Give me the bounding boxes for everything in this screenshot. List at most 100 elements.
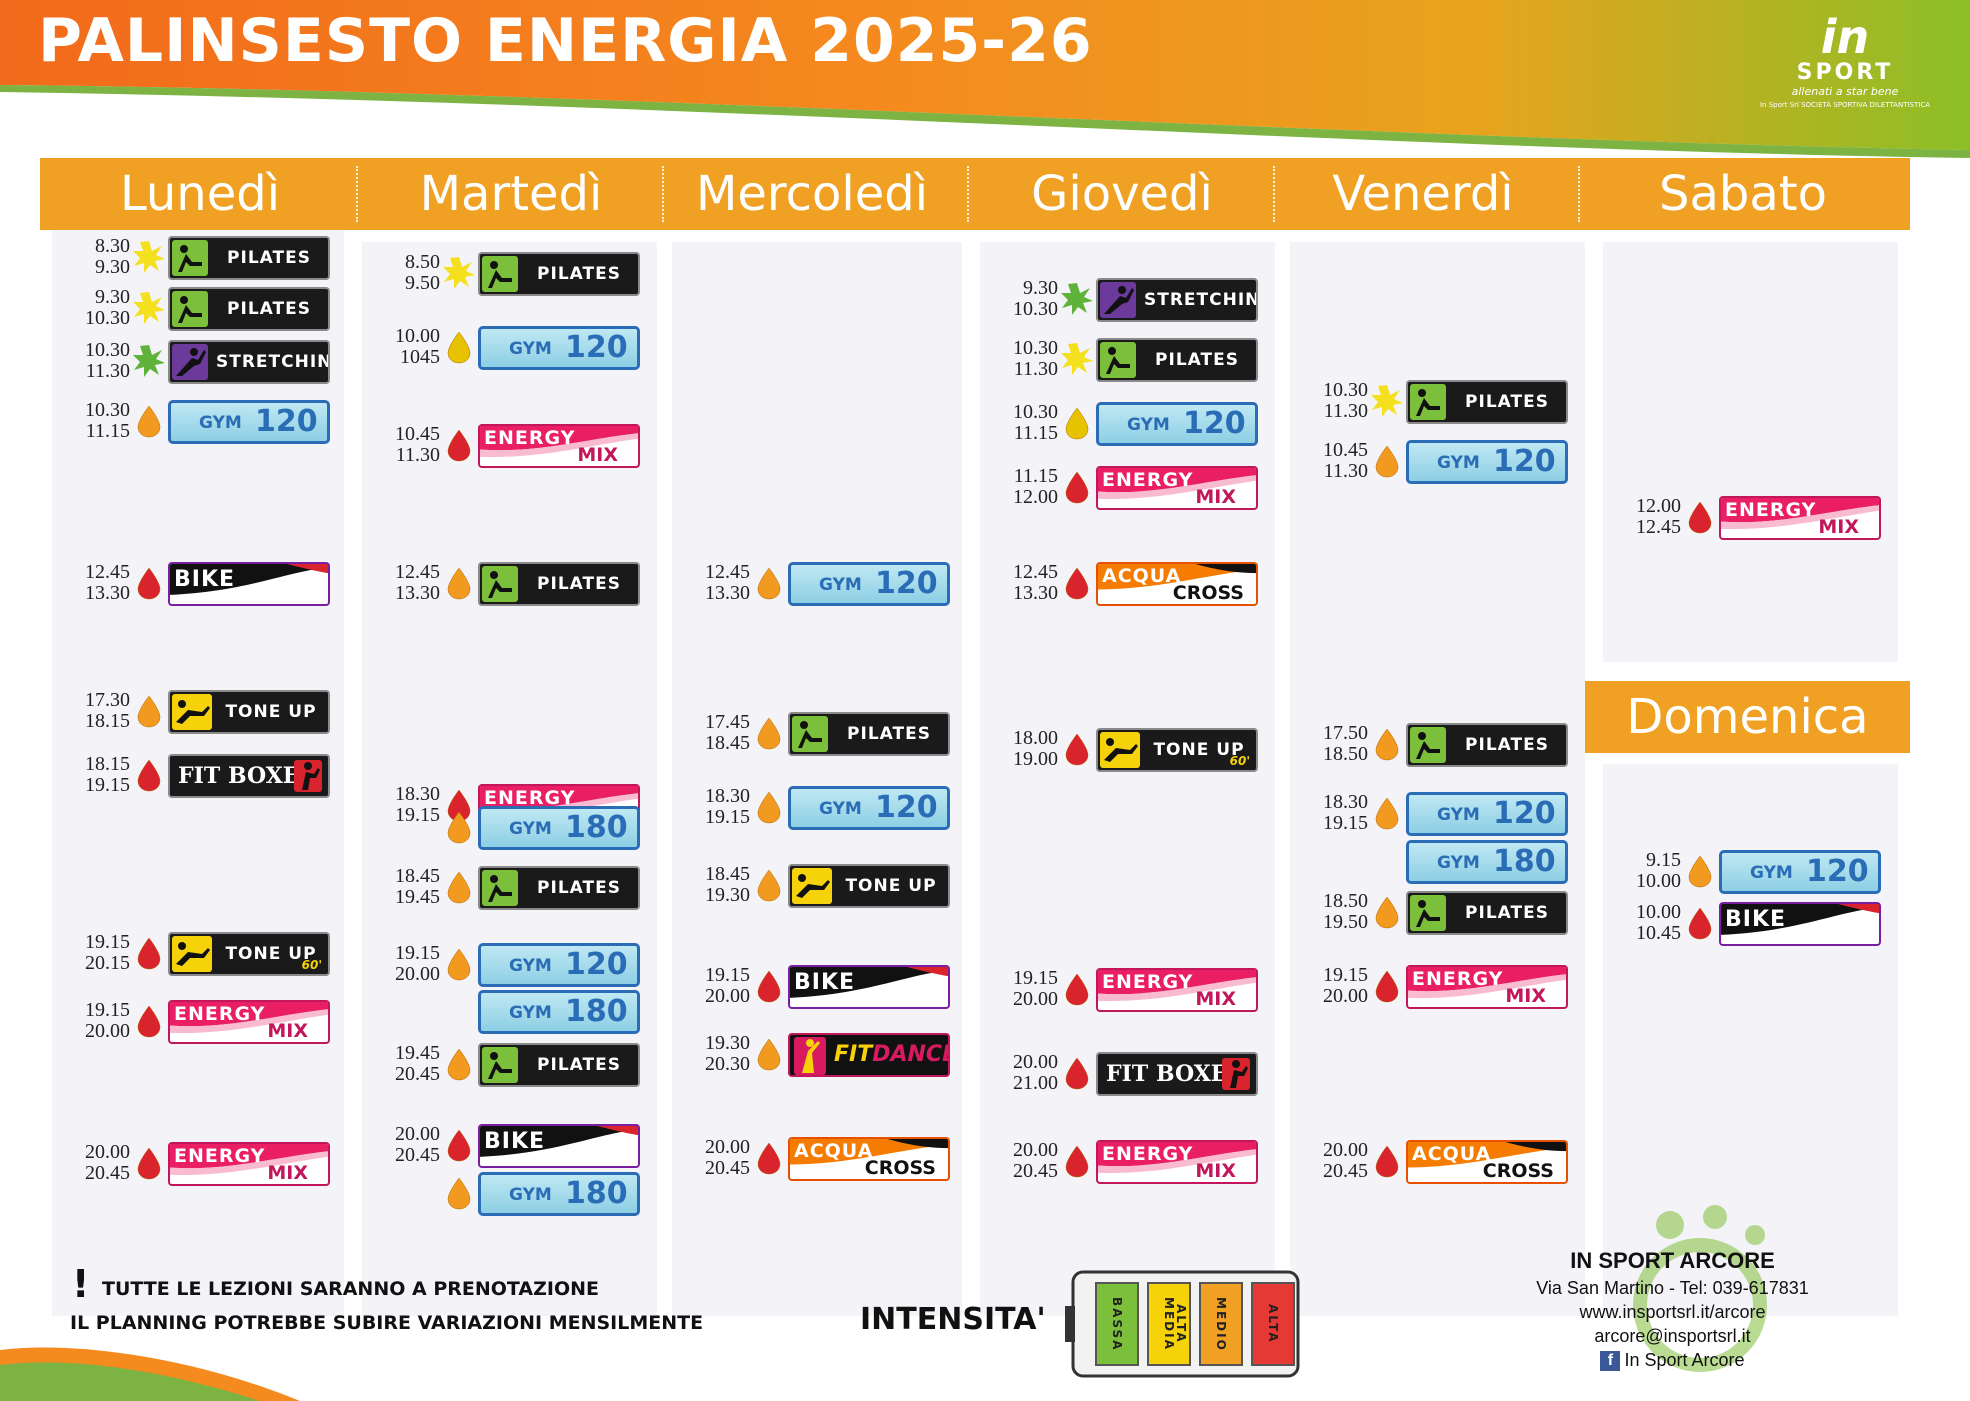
intensity-drop-icon bbox=[1060, 406, 1094, 440]
class-slot: GYM 180 bbox=[372, 806, 644, 858]
intensity-drop-icon bbox=[1060, 566, 1094, 600]
start-time: 9.30 bbox=[95, 286, 130, 308]
intensity-level-alta: ALTA bbox=[1251, 1282, 1295, 1366]
class-slot: 12.45 13.30 GYM 120 bbox=[682, 562, 954, 614]
gym-class-badge: GYM 180 bbox=[478, 990, 640, 1034]
start-time: 20.00 bbox=[1013, 1051, 1058, 1073]
end-time: 11.30 bbox=[395, 444, 440, 466]
intensity-drop-icon bbox=[752, 790, 786, 824]
end-time: 18.45 bbox=[705, 732, 750, 754]
energy-wave-graphic bbox=[1408, 967, 1566, 999]
class-name-part2: MIX bbox=[1505, 985, 1546, 1007]
end-time: 20.45 bbox=[85, 1162, 130, 1184]
tone-up-class-badge: TONE UP bbox=[168, 690, 330, 734]
end-time: 20.45 bbox=[395, 1144, 440, 1166]
intensity-star-burst-icon bbox=[132, 291, 166, 325]
class-name: PILATES bbox=[537, 878, 621, 898]
start-time: 12.00 bbox=[1636, 495, 1681, 517]
gym-class-badge: GYM 120 bbox=[478, 326, 640, 370]
class-slot: 12.00 12.45 ENERGY MIX bbox=[1613, 496, 1885, 548]
class-time: 19.15 20.00 bbox=[372, 943, 440, 985]
start-time: 20.00 bbox=[705, 1136, 750, 1158]
gym-label: GYM bbox=[819, 799, 862, 819]
class-time: 19.30 20.30 bbox=[682, 1033, 750, 1075]
facebook-icon: f bbox=[1600, 1351, 1621, 1372]
class-time: 8.30 9.30 bbox=[62, 236, 130, 278]
in-sport-logo: in SPORT allenati a star bene In Sport S… bbox=[1735, 12, 1955, 147]
intensity-drop-icon bbox=[752, 1037, 786, 1071]
day-header-mercoledi: Mercoledì bbox=[695, 166, 929, 222]
gym-label: GYM bbox=[1437, 805, 1480, 825]
class-time: 10.30 11.15 bbox=[990, 402, 1058, 444]
end-time: 9.30 bbox=[95, 256, 130, 278]
class-time: 19.15 20.00 bbox=[990, 968, 1058, 1010]
class-time: 19.15 20.15 bbox=[62, 932, 130, 974]
days-header-bar bbox=[40, 158, 1910, 230]
tone-up-class-badge: TONE UP bbox=[788, 864, 950, 908]
class-time: 18.30 19.15 bbox=[372, 784, 440, 826]
class-name-part1: ACQUA bbox=[1102, 565, 1182, 587]
logo-company: In Sport Srl SOCIETÀ SPORTIVA DILETTANTI… bbox=[1759, 101, 1931, 109]
acqua-cross-class-badge: ACQUA CROSS bbox=[1096, 562, 1258, 606]
bike-class-badge: BIKE bbox=[788, 965, 950, 1009]
end-time: 19.15 bbox=[1323, 812, 1368, 834]
acqua-cross-class-badge: ACQUA CROSS bbox=[788, 1137, 950, 1181]
pilates-class-badge: PILATES bbox=[478, 866, 640, 910]
intensity-drop-icon bbox=[1370, 796, 1404, 830]
end-time: 19.15 bbox=[705, 806, 750, 828]
class-name: BIKE bbox=[794, 970, 856, 995]
intensity-drop-icon bbox=[1370, 1144, 1404, 1178]
class-slot: 19.15 20.00 BIKE bbox=[682, 965, 954, 1017]
day-header-lunedi: Lunedì bbox=[119, 166, 281, 222]
gym-duration: 120 bbox=[875, 566, 938, 601]
bike-wave-graphic bbox=[1721, 904, 1879, 935]
class-slot: 18.00 19.00 TONE UP 60' bbox=[990, 728, 1262, 780]
facebook-link[interactable]: f In Sport Arcore bbox=[1500, 1348, 1845, 1372]
gym-class-badge: GYM 120 bbox=[478, 943, 640, 987]
gym-label: GYM bbox=[199, 413, 242, 433]
tone-up-icon bbox=[792, 868, 832, 904]
gym-duration: 180 bbox=[565, 810, 628, 845]
green-logo-watermark bbox=[1633, 1205, 1767, 1372]
class-time: 12.45 13.30 bbox=[990, 562, 1058, 604]
class-time: 10.00 1045 bbox=[372, 326, 440, 368]
logo-in-text: in bbox=[1820, 10, 1870, 64]
class-name-part1: ENERGY bbox=[1102, 1143, 1194, 1165]
intensity-level-medio-alta: MEDIO ALTA bbox=[1174, 1282, 1243, 1366]
end-time: 19.15 bbox=[395, 804, 440, 826]
bottom-swoosh bbox=[0, 1347, 300, 1401]
end-time: 1045 bbox=[400, 346, 440, 368]
intensity-drop-icon bbox=[752, 969, 786, 1003]
class-time: 10.45 11.30 bbox=[1300, 440, 1368, 482]
pilates-icon bbox=[482, 566, 518, 602]
class-slot: 20.00 21.00 FIT BOXE bbox=[990, 1052, 1262, 1104]
class-time: 9.15 10.00 bbox=[1613, 850, 1681, 892]
end-time: 13.30 bbox=[85, 582, 130, 604]
fit-dance-class-badge: FITDANCE bbox=[788, 1033, 950, 1077]
energy-wave-graphic bbox=[1098, 1142, 1256, 1174]
class-time: 10.30 11.30 bbox=[62, 340, 130, 382]
class-slot: 10.30 11.15 GYM 120 bbox=[62, 400, 334, 452]
energy-wave-graphic bbox=[1098, 468, 1256, 500]
start-time: 12.45 bbox=[85, 561, 130, 583]
gym-label: GYM bbox=[1750, 863, 1793, 883]
intensity-drop-icon bbox=[442, 947, 476, 981]
pilates-icon bbox=[482, 1047, 518, 1083]
intensity-star-burst-icon bbox=[132, 344, 166, 378]
acqua-wave-graphic bbox=[790, 1139, 948, 1165]
contact-email-link[interactable]: arcore@insportsrl.it bbox=[1594, 1326, 1751, 1346]
intensity-drop-icon bbox=[1060, 1144, 1094, 1178]
class-slot: 18.50 19.50 PILATES bbox=[1300, 891, 1572, 943]
class-time: 9.30 10.30 bbox=[990, 278, 1058, 320]
class-slot: 18.45 19.30 TONE UP bbox=[682, 864, 954, 916]
class-name-part2: CROSS bbox=[864, 1157, 936, 1179]
end-time: 10.30 bbox=[1013, 298, 1058, 320]
class-slot: 20.00 20.45 ENERGY MIX bbox=[990, 1140, 1262, 1192]
contact-web-link[interactable]: www.insportsrl.it/arcore bbox=[1579, 1302, 1766, 1322]
start-time: 19.15 bbox=[705, 964, 750, 986]
stretch-icon bbox=[172, 344, 208, 380]
class-name: FITDANCE bbox=[834, 1035, 948, 1075]
start-time: 19.30 bbox=[705, 1032, 750, 1054]
intensity-drop-icon bbox=[752, 716, 786, 750]
